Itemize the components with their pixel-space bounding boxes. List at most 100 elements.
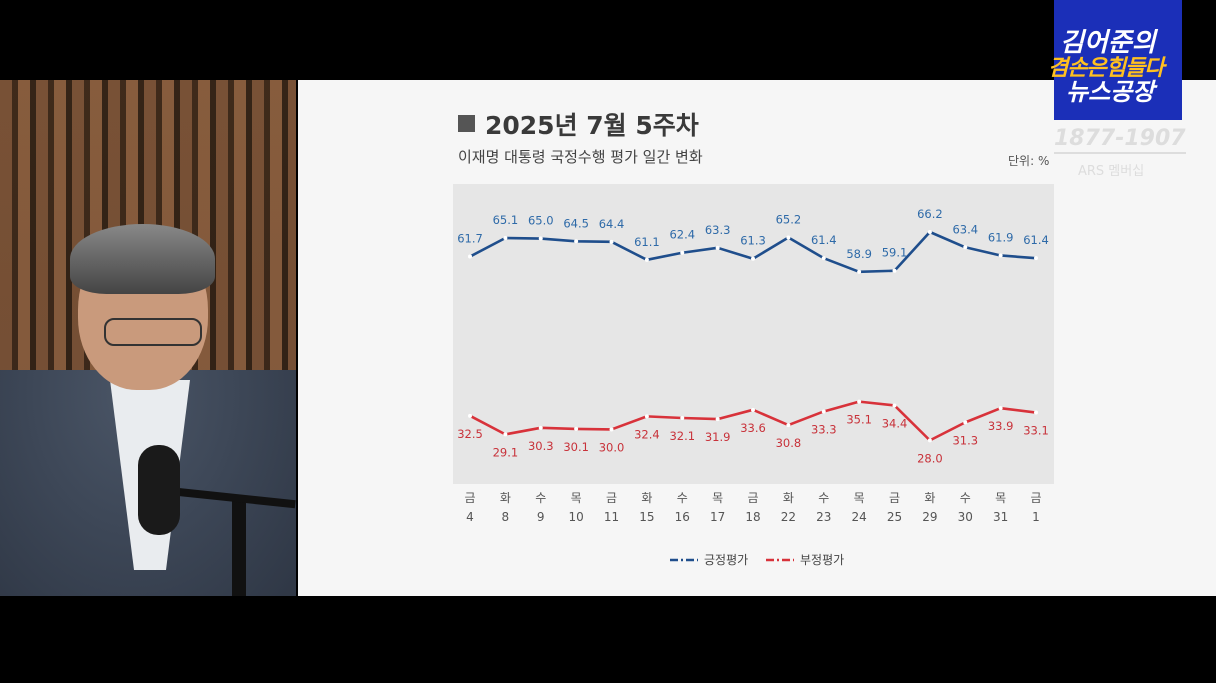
data-point [892, 403, 897, 408]
logo-line3: 뉴스공장 [1066, 78, 1155, 106]
data-label: 66.2 [917, 207, 943, 221]
data-point [609, 239, 614, 244]
data-point [574, 239, 579, 244]
data-point [927, 438, 932, 443]
data-label: 31.9 [705, 430, 731, 444]
unit-label: 단위: % [1008, 154, 1050, 168]
x-tick-day: 31 [993, 510, 1008, 524]
data-label: 62.4 [669, 228, 695, 242]
data-label: 58.9 [846, 247, 872, 261]
x-tick-weekday: 금 [606, 491, 617, 505]
x-tick-weekday: 금 [1030, 491, 1041, 505]
legend-label: 부정평가 [800, 553, 844, 567]
data-point [609, 427, 614, 432]
x-tick-day: 9 [537, 510, 545, 524]
data-label: 64.5 [563, 216, 589, 230]
x-tick-day: 11 [604, 510, 619, 524]
microphone-icon [138, 445, 180, 535]
data-label: 63.4 [952, 222, 978, 236]
data-point [963, 420, 968, 425]
video-feed [0, 80, 296, 596]
data-point [857, 399, 862, 404]
data-label: 32.1 [669, 429, 695, 443]
data-label: 30.3 [528, 439, 554, 453]
data-label: 33.9 [988, 419, 1014, 433]
data-point [786, 235, 791, 240]
data-label: 28.0 [917, 451, 943, 465]
data-point [892, 268, 897, 273]
data-label: 33.3 [811, 422, 837, 436]
x-tick-weekday: 수 [677, 491, 688, 505]
data-label: 63.3 [705, 223, 731, 237]
x-tick-day: 18 [745, 510, 760, 524]
data-point [503, 432, 508, 437]
x-tick-day: 1 [1032, 510, 1040, 524]
data-label: 65.1 [493, 213, 519, 227]
x-tick-day: 22 [781, 510, 796, 524]
data-point [821, 256, 826, 261]
data-label: 33.6 [740, 421, 766, 435]
x-tick-day: 23 [816, 510, 831, 524]
data-point [644, 257, 649, 262]
data-label: 29.1 [493, 445, 519, 459]
data-point [998, 406, 1003, 411]
x-tick-weekday: 목 [571, 491, 582, 505]
data-label: 59.1 [882, 246, 908, 260]
data-label: 35.1 [846, 413, 872, 427]
logo-line2: 겸손은힘들다 [1048, 56, 1164, 81]
data-label: 32.5 [457, 427, 483, 441]
data-label: 65.2 [776, 212, 802, 226]
x-tick-weekday: 수 [535, 491, 546, 505]
data-label: 61.4 [811, 233, 837, 247]
data-point [644, 414, 649, 419]
data-point [715, 245, 720, 250]
data-label: 61.7 [457, 232, 483, 246]
mic-stand [232, 500, 246, 596]
line-chart: 61.7 65.1 65.0 64.5 64.4 61.1 62.4 63.3 61.3 65.2… [457, 207, 1049, 567]
x-tick-day: 16 [675, 510, 690, 524]
data-point [751, 407, 755, 412]
x-tick-weekday: 수 [960, 491, 971, 505]
data-point [821, 409, 826, 414]
data-label: 61.4 [1023, 233, 1049, 247]
logo-line1: 김어준의 [1060, 28, 1156, 58]
x-tick-day: 17 [710, 510, 725, 524]
data-point [857, 269, 862, 274]
plot-area [453, 184, 1054, 484]
data-label: 30.8 [776, 436, 802, 450]
x-tick-weekday: 화 [783, 491, 794, 505]
x-tick-day: 8 [502, 510, 510, 524]
data-point [468, 413, 472, 418]
x-tick-weekday: 금 [889, 491, 900, 505]
chart-title-text: 2025년 7월 5주차 [485, 111, 699, 140]
data-label: 61.1 [634, 235, 660, 249]
x-tick-weekday: 금 [464, 491, 475, 505]
data-label: 34.4 [882, 416, 908, 430]
data-point [538, 425, 543, 430]
legend-label: 긍정평가 [704, 553, 748, 567]
x-tick-day: 10 [568, 510, 583, 524]
data-label: 61.9 [988, 230, 1014, 244]
x-tick-weekday: 화 [641, 491, 652, 505]
data-point [751, 256, 755, 261]
x-tick-weekday: 목 [995, 491, 1006, 505]
data-point [927, 230, 932, 234]
x-tick-day: 24 [851, 510, 866, 524]
x-tick-weekday: 화 [924, 491, 935, 505]
data-point [715, 417, 720, 422]
x-tick-weekday: 금 [747, 491, 758, 505]
data-label: 30.1 [563, 440, 589, 454]
x-tick-day: 30 [958, 510, 973, 524]
x-tick-weekday: 화 [500, 491, 511, 505]
ars-number: 1877-1907 [1054, 126, 1186, 154]
x-tick-day: 4 [466, 510, 474, 524]
chart-slide: 2025년 7월 5주차 이재명 대통령 국정수행 평가 일간 변화 단위: %… [298, 80, 1216, 596]
data-label: 61.3 [740, 234, 766, 248]
x-tick-day: 15 [639, 510, 654, 524]
data-point [680, 250, 685, 255]
host-hair [70, 224, 215, 294]
data-label: 31.3 [952, 433, 978, 447]
x-tick-weekday: 목 [854, 491, 865, 505]
data-point [680, 416, 685, 420]
title-square-icon [458, 115, 475, 132]
